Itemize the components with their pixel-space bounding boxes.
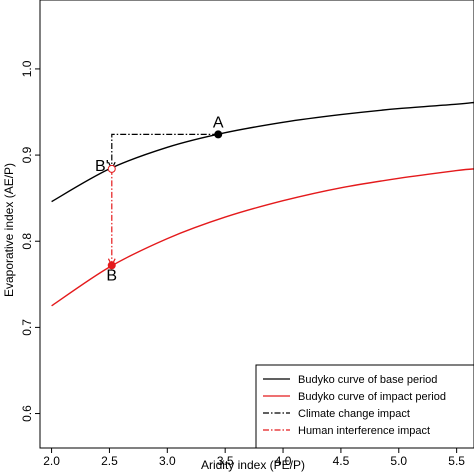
- x-tick-label: 4.0: [275, 454, 292, 468]
- ticks-layer: 2.0 2.5 3.0 3.5 4.0 4.5 5.0 5.5 0.6 0.7 0.8 0.9 1.0: [20, 60, 465, 468]
- y-tick-label: 0.8: [20, 233, 34, 250]
- legend-entry: Human interference impact: [298, 425, 430, 437]
- plot-layer: A B' B: [51, 101, 474, 307]
- x-tick-label: 5.0: [390, 454, 407, 468]
- x-tick-label: 3.0: [159, 454, 176, 468]
- x-tick-label: 4.5: [333, 454, 350, 468]
- x-tick-label: 5.5: [448, 454, 465, 468]
- legend-entry: Budyko curve of base period: [298, 374, 437, 386]
- x-tick-label: 2.0: [43, 454, 60, 468]
- x-tick-label: 3.5: [217, 454, 234, 468]
- y-tick-label: 0.9: [20, 146, 34, 163]
- x-axis-title: Aridity index (PE/P): [201, 458, 305, 472]
- impact-period-curve: [51, 168, 474, 307]
- point-b-marker: [107, 261, 116, 270]
- legend: Budyko curve of base period Budyko curve …: [255, 364, 474, 449]
- legend-box: [255, 364, 474, 449]
- point-a-marker: [214, 130, 223, 139]
- y-tick-label: 0.7: [20, 319, 34, 336]
- y-tick-label: 0.6: [20, 405, 34, 422]
- y-axis-title: Evaporative index (AE/P): [2, 163, 16, 297]
- point-b-prime-marker: [107, 164, 116, 173]
- y-tick-label: 1.0: [20, 60, 34, 77]
- base-period-curve: [51, 101, 474, 203]
- point-label: A: [213, 114, 224, 131]
- climate-change-impact-path: [112, 133, 219, 169]
- legend-entry: Climate change impact: [298, 408, 410, 420]
- legend-entry: Budyko curve of impact period: [298, 391, 446, 403]
- point-label: B': [95, 158, 109, 175]
- x-tick-label: 2.5: [101, 454, 118, 468]
- point-label: B: [106, 267, 117, 284]
